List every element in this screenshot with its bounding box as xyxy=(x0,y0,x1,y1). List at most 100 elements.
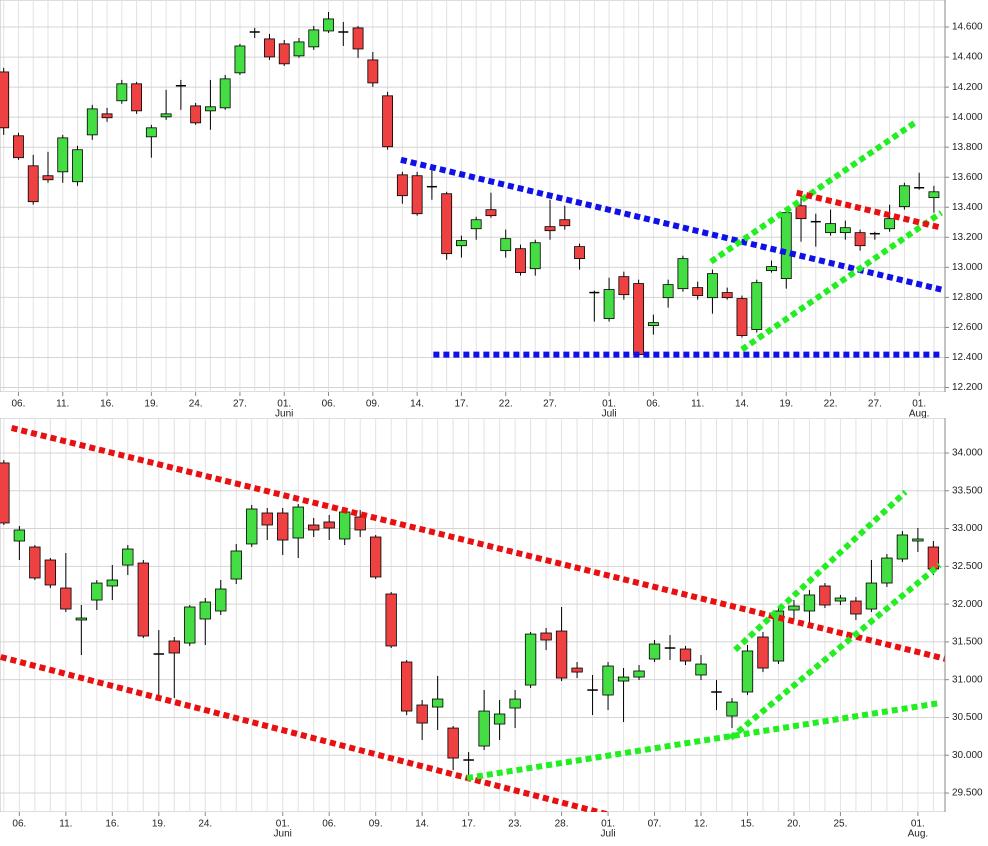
candle-body xyxy=(500,238,512,252)
candle-body xyxy=(555,630,568,679)
y-tick-label: 31.500 xyxy=(952,637,983,648)
candle-body xyxy=(602,665,614,696)
candle-body xyxy=(603,289,615,319)
trend-line xyxy=(740,210,944,352)
candle-body xyxy=(757,636,769,669)
candle-body xyxy=(234,45,246,74)
candle-body xyxy=(204,106,216,112)
y-tick-label: 30.000 xyxy=(952,750,983,761)
candle-body xyxy=(854,232,866,247)
candle-body xyxy=(72,149,83,183)
candle-body xyxy=(544,226,556,232)
candle-body xyxy=(0,71,10,129)
candle-body xyxy=(927,546,940,570)
candle-body xyxy=(230,550,242,580)
x-tick-label: 27. xyxy=(233,399,247,410)
candle-body xyxy=(264,38,275,58)
candle-body xyxy=(470,219,482,230)
candle-body xyxy=(352,27,364,50)
month-label: Juli xyxy=(602,409,617,420)
x-tick-label: 24. xyxy=(198,819,212,830)
candle-body xyxy=(928,191,940,199)
candle-body xyxy=(825,223,836,234)
candle-body xyxy=(898,185,910,208)
candle-body xyxy=(795,205,807,220)
candle-body xyxy=(692,287,704,296)
candle-body xyxy=(865,582,878,610)
x-tick-label: 14. xyxy=(735,399,749,410)
x-tick-label: 20. xyxy=(787,819,801,830)
trend-line xyxy=(0,654,611,812)
x-tick-label: 27. xyxy=(543,399,557,410)
candle-body xyxy=(137,562,149,637)
x-tick-label: 09. xyxy=(366,399,380,410)
candle-body xyxy=(456,240,467,247)
x-tick-label: 22. xyxy=(824,399,838,410)
trend-line xyxy=(733,489,908,653)
y-tick-label: 31.000 xyxy=(952,674,983,685)
candle-body xyxy=(726,701,738,717)
candle-body xyxy=(431,698,444,708)
month-label: Juli xyxy=(601,829,616,840)
x-tick-label: 17. xyxy=(462,819,476,830)
candle-body xyxy=(485,209,497,217)
x-tick-label: 19. xyxy=(152,819,166,830)
candle-body xyxy=(308,524,320,531)
candle-body xyxy=(367,59,379,84)
y-tick-label: 32.500 xyxy=(952,561,983,572)
candle-body xyxy=(75,617,87,621)
candle-body xyxy=(261,512,273,526)
candle-body xyxy=(721,292,733,299)
y-tick-label: 30.500 xyxy=(952,712,983,723)
x-tick-label: 12. xyxy=(694,819,708,830)
x-tick-label: 06. xyxy=(12,819,26,830)
candle-body xyxy=(278,43,290,65)
candle-body xyxy=(559,219,571,227)
x-tick-label: 06. xyxy=(646,399,660,410)
trend-line xyxy=(10,425,945,662)
candle-body xyxy=(493,713,506,725)
candle-body xyxy=(884,218,896,230)
candle-body xyxy=(780,212,792,280)
candle-body xyxy=(199,601,211,620)
candle-body xyxy=(618,276,630,296)
y-tick-label: 34.000 xyxy=(952,448,983,459)
candle-body xyxy=(411,175,423,215)
candle-body xyxy=(574,246,585,260)
y-tick-label: 14.400 xyxy=(952,52,983,63)
candle-body xyxy=(131,83,143,112)
candle-body xyxy=(339,511,351,540)
candle-body xyxy=(101,113,113,119)
x-tick-label: 17. xyxy=(454,399,468,410)
candle-body xyxy=(803,594,816,612)
y-tick-label: 13.200 xyxy=(952,232,983,243)
x-tick-label: 01. xyxy=(277,399,291,410)
x-tick-label: 06. xyxy=(12,399,26,410)
candle-body xyxy=(524,633,537,686)
candle-body xyxy=(396,174,408,197)
x-tick-label: 01. xyxy=(276,819,290,830)
candle-body xyxy=(647,322,659,327)
month-label: Aug. xyxy=(908,829,929,840)
candle-body xyxy=(13,529,26,542)
candle-body xyxy=(677,258,689,290)
x-tick-label: 06. xyxy=(322,399,336,410)
candle-body xyxy=(86,108,98,136)
x-tick-label: 01. xyxy=(912,399,926,410)
candle-body xyxy=(766,266,777,272)
candle-body xyxy=(91,582,103,601)
candle-body xyxy=(441,193,453,255)
x-tick-label: 25. xyxy=(833,819,847,830)
candle-body xyxy=(215,588,227,612)
x-tick-label: 16. xyxy=(105,819,119,830)
x-tick-label: 28. xyxy=(555,819,569,830)
y-tick-label: 12.200 xyxy=(952,382,983,393)
x-tick-label: 15. xyxy=(741,819,755,830)
x-tick-label: 11. xyxy=(59,819,72,830)
candle-body xyxy=(0,462,10,524)
candle-body xyxy=(57,137,69,173)
candle-body xyxy=(293,41,305,57)
y-tick-label: 14.600 xyxy=(952,22,983,33)
candle-body xyxy=(382,95,394,148)
